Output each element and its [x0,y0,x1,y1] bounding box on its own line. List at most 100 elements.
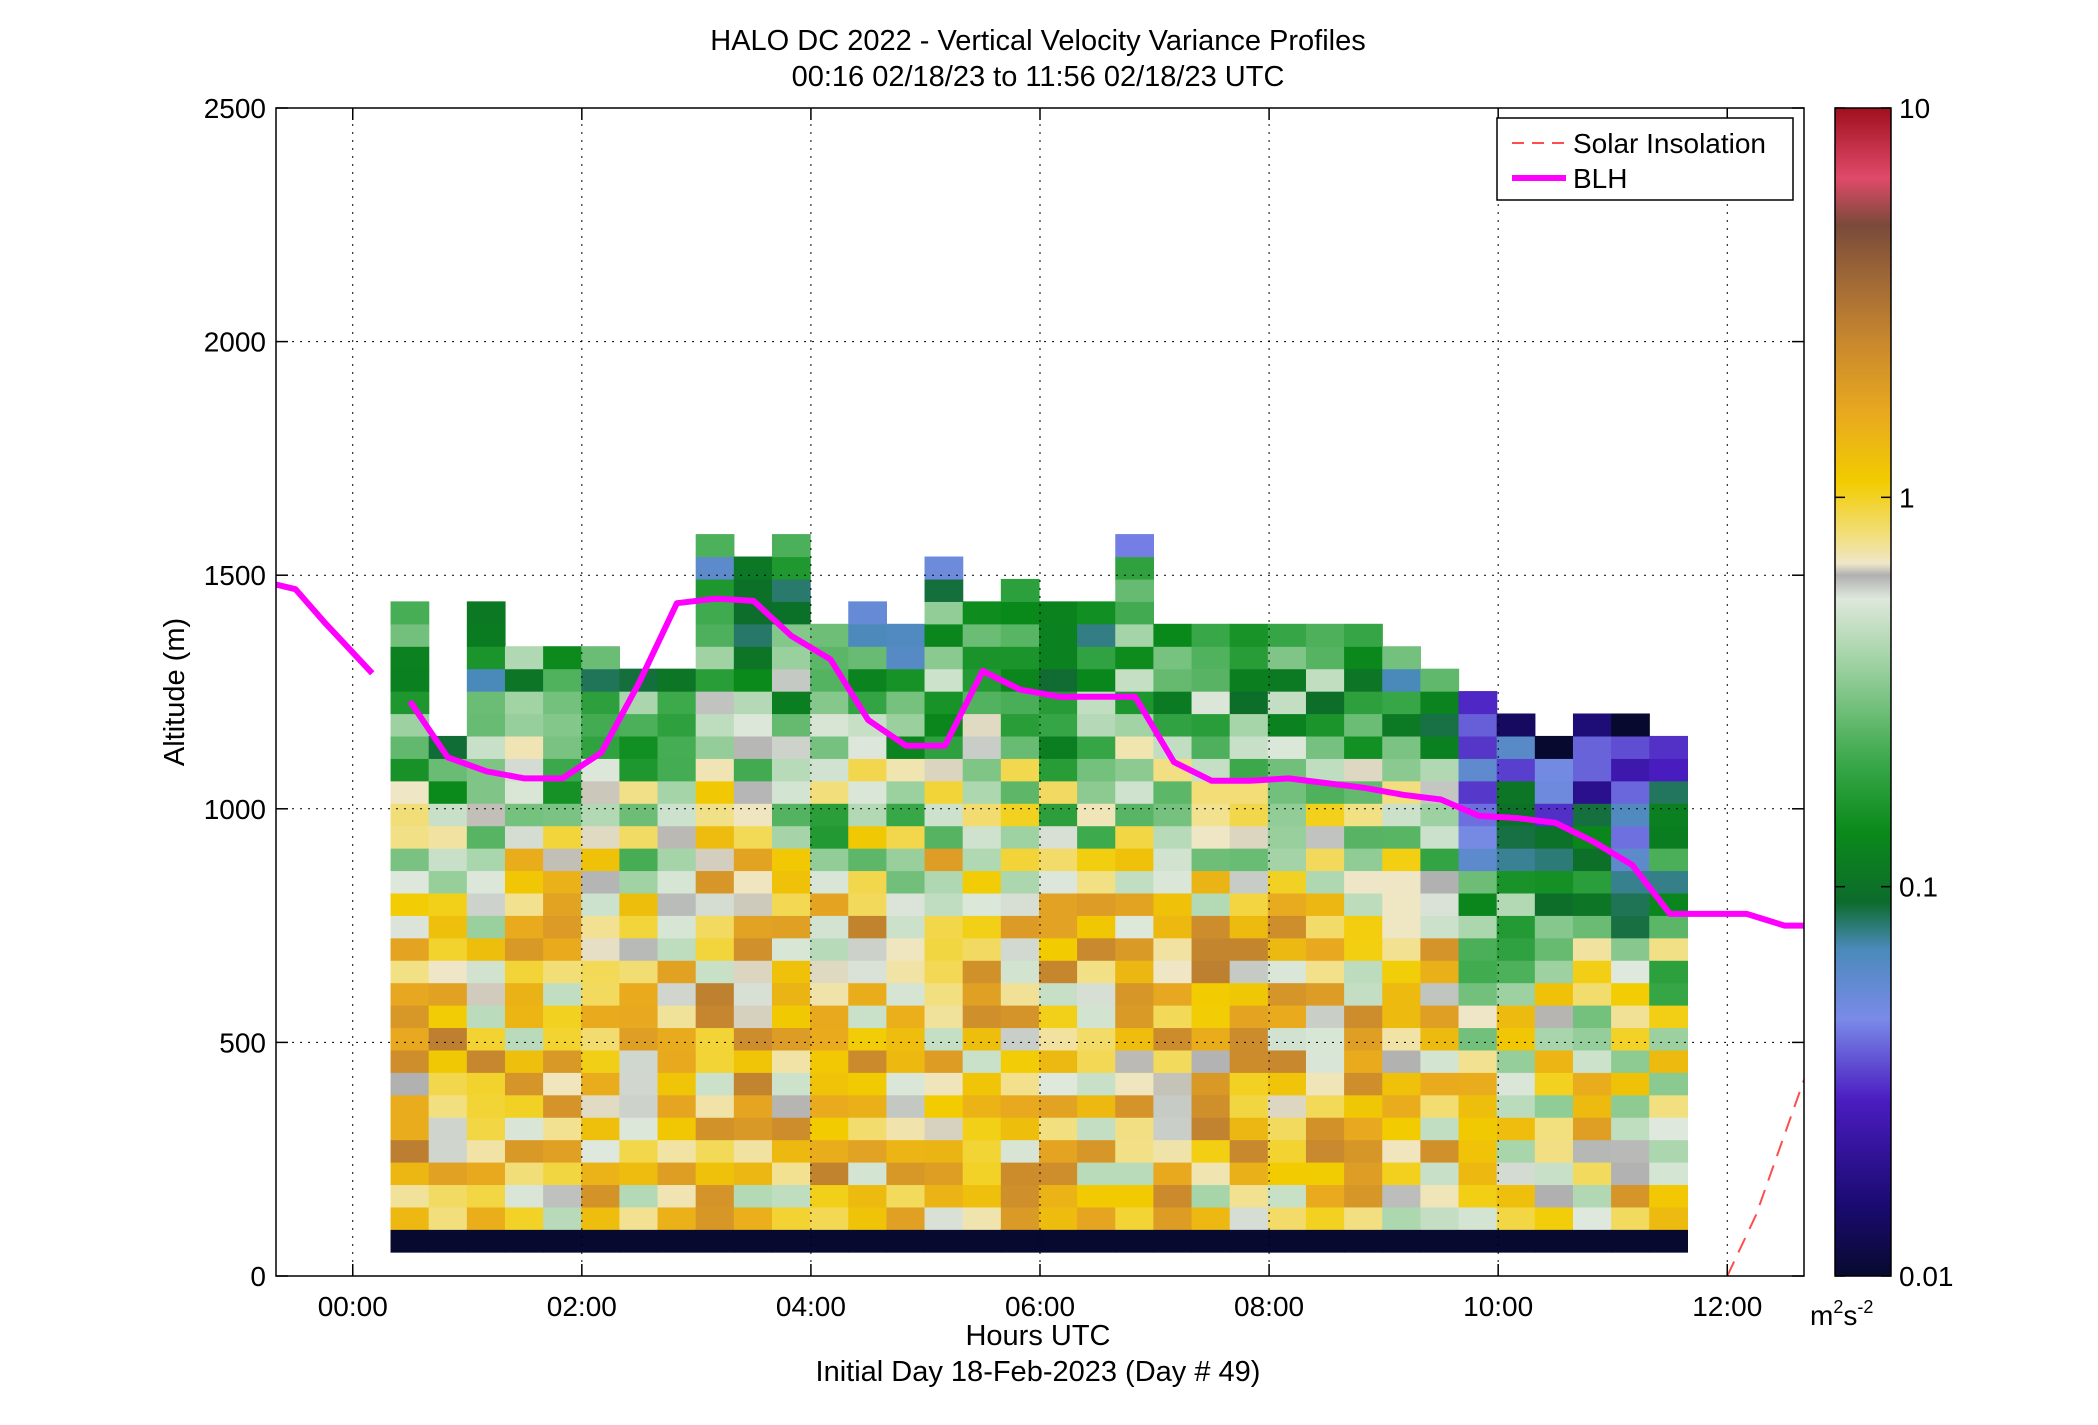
heatmap-cell [619,758,659,782]
heatmap-cell [390,1072,430,1096]
heatmap-cell [771,960,811,984]
heatmap-cell [1611,892,1650,916]
heatmap-cell [1153,1139,1193,1163]
heatmap-cell [1229,691,1269,715]
heatmap-cell [619,915,659,939]
heatmap-cell [924,1027,964,1051]
heatmap-cell [848,937,887,961]
heatmap-cell [810,937,849,961]
heatmap-cell [810,803,849,827]
heatmap-cell [962,601,1002,625]
heatmap-cell [886,713,926,737]
heatmap-cell [1229,1162,1269,1186]
heatmap-cell [962,1117,1002,1141]
heatmap-cell [848,915,887,939]
heatmap-cell [466,1027,506,1051]
heatmap-cell [504,1005,544,1029]
heatmap-cell [1496,1072,1536,1096]
heatmap-cell [733,691,773,715]
heatmap-cell [1344,758,1383,782]
heatmap-cell [1382,1072,1421,1096]
heatmap-cell [1077,803,1116,827]
heatmap-cell [1000,646,1040,670]
heatmap-cell [1534,915,1574,939]
heatmap-cell [1572,713,1612,737]
heatmap-cell [962,1027,1002,1051]
heatmap-cell [1420,1027,1460,1051]
heatmap-cell [1153,848,1193,872]
heatmap-cell [1305,1049,1345,1073]
heatmap-cell [581,892,620,916]
heatmap-cell [1458,1094,1498,1118]
heatmap-cell [1191,646,1231,670]
heatmap-cell [733,1206,773,1230]
heatmap-cell [1267,937,1307,961]
heatmap-cell [1344,1206,1383,1230]
heatmap-cell [1267,691,1307,715]
heatmap-cell [428,803,468,827]
heatmap-cell [1077,915,1116,939]
heatmap-cell [886,1049,926,1073]
heatmap-cell [771,1162,811,1186]
heatmap-cell [1153,803,1193,827]
heatmap-cell [428,1139,468,1163]
heatmap-cell [1420,960,1460,984]
heatmap-cell [810,1094,849,1118]
heatmap-cell [1191,848,1231,872]
heatmap-cell [1572,780,1612,804]
heatmap-cell [466,1005,506,1029]
heatmap-cell [1191,713,1231,737]
heatmap-cell [1191,1005,1231,1029]
heatmap-cell [886,758,926,782]
heatmap-cell [1382,960,1421,984]
heatmap-cell [1572,803,1612,827]
heatmap-cell [1267,713,1307,737]
heatmap-cell [924,1005,964,1029]
heatmap-cell [962,960,1002,984]
heatmap-surface-cell [466,1229,506,1253]
heatmap-cell [1420,1072,1460,1096]
heatmap-cell [428,1206,468,1230]
heatmap-cell [1153,1184,1193,1208]
heatmap-cell [771,1117,811,1141]
heatmap-cell [924,1094,964,1118]
heatmap-cell [1000,1184,1040,1208]
heatmap-cell [1382,870,1421,894]
heatmap-cell [504,982,544,1006]
heatmap-cell [428,1162,468,1186]
heatmap-cell [695,735,735,759]
heatmap-cell [504,1072,544,1096]
heatmap-cell [466,870,506,894]
heatmap-cell [1649,1072,1688,1096]
heatmap-cell [390,960,430,984]
heatmap-cell [1534,825,1574,849]
heatmap-cell [1229,780,1269,804]
heatmap-cell [810,623,849,647]
heatmap-cell [771,848,811,872]
heatmap-cell [1115,848,1154,872]
heatmap-cell [1229,1139,1269,1163]
heatmap-cell [810,1049,849,1073]
heatmap-cell [848,1072,887,1096]
heatmap-cell [1649,825,1688,849]
y-tick-label: 1000 [204,794,266,825]
heatmap-cell [1000,870,1040,894]
heatmap-cell [1191,870,1231,894]
heatmap-cell [1458,960,1498,984]
heatmap-cell [1115,915,1154,939]
x-axis-label: Hours UTC [965,1320,1110,1352]
heatmap-cell [581,960,620,984]
heatmap-cell [848,1049,887,1073]
heatmap-cell [1420,1184,1460,1208]
heatmap-cell [466,982,506,1006]
heatmap-cell [1382,1162,1421,1186]
heatmap-cell [1305,870,1345,894]
heatmap-cell [1649,803,1688,827]
heatmap-cell [886,1072,926,1096]
x-tick-label: 04:00 [776,1291,846,1322]
heatmap-cell [733,982,773,1006]
heatmap-cell [1382,915,1421,939]
heatmap-cell [771,1072,811,1096]
heatmap-cell [771,601,811,625]
heatmap [390,534,1688,1253]
